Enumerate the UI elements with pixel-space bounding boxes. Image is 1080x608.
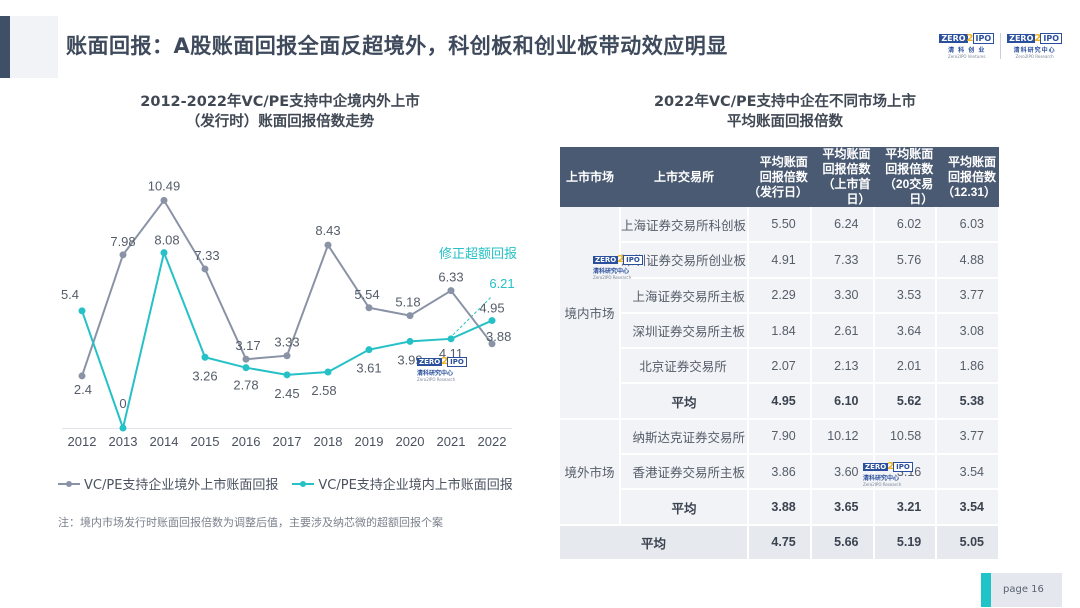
table-row: 香港证券交易所主板 3.86 3.60 3.16 3.54 [560, 454, 1000, 491]
x-tick-label: 2017 [273, 434, 302, 449]
data-label: 3.88 [486, 329, 511, 344]
logo-group: ZERO 2 IPO 清 科 创 业 Zero2IPO Ventures ZER… [939, 33, 1062, 59]
data-point-marker [160, 249, 168, 257]
chart-legend: VC/PE支持企业境外上市账面回报 VC/PE支持企业境内上市账面回报 [58, 474, 513, 493]
data-point-marker [78, 372, 86, 380]
table-row-average: 平均 3.88 3.65 3.21 3.54 [560, 489, 1000, 526]
x-tick-label: 2012 [68, 434, 97, 449]
data-label: 3.26 [192, 368, 217, 383]
header-issue-day: 平均账面 回报倍数 （发行日） [748, 147, 811, 207]
x-tick-label: 2020 [396, 434, 425, 449]
page-title: 账面回报：A股账面回报全面反超境外，科创板和创业板带动效应明显 [66, 34, 728, 58]
data-label: 3.99 [397, 352, 422, 367]
table-title: 2022年VC/PE支持中企在不同市场上市 平均账面回报倍数 [653, 94, 917, 130]
title-accent-block [10, 16, 58, 78]
data-point-marker [488, 340, 496, 348]
x-tick-label: 2018 [314, 434, 343, 449]
chart-title: 2012-2022年VC/PE支持中企境内外上市 （发行时）账面回报倍数走势 [140, 94, 420, 130]
data-label: 3.17 [235, 338, 260, 353]
x-tick-label: 2021 [437, 434, 466, 449]
legend-item-domestic: VC/PE支持企业境内上市账面回报 [292, 474, 513, 493]
page-number-badge: page 16 [981, 573, 1062, 607]
watermark-logo: ZERO 2 IPO 清科研究中心 Zero2IPO Research [593, 255, 643, 280]
header-first-day: 平均账面 回报倍数 （上市首日） [810, 147, 874, 207]
zero2ipo-research-logo: ZERO 2 IPO 清科研究中心 Zero2IPO Research [1007, 33, 1062, 59]
data-point-marker [78, 307, 86, 315]
data-label: 3.33 [274, 335, 299, 350]
watermark-logo: ZERO 2 IPO 清科研究中心 Zero2IPO Research [863, 462, 913, 487]
table-row-total: 平均 4.75 5.66 5.19 5.05 [560, 524, 1000, 561]
table-row: 北京证券交易所 2.07 2.13 2.01 1.86 [560, 348, 1000, 385]
data-label: 8.08 [154, 233, 179, 248]
table-row: 上海证券交易所主板 2.29 3.30 3.53 3.77 [560, 277, 1000, 314]
x-tick-label: 2022 [478, 434, 507, 449]
x-tick-label: 2014 [150, 434, 179, 449]
data-point-marker [201, 265, 209, 273]
x-tick-label: 2015 [191, 434, 220, 449]
data-label: 8.43 [315, 223, 340, 238]
data-label: 10.49 [148, 178, 181, 193]
table-row: 深圳证券交易所主板 1.84 2.61 3.64 3.08 [560, 312, 1000, 350]
data-point-marker [201, 353, 209, 361]
market-domestic: 境内市场 [560, 207, 621, 420]
header-exchange: 上市交易所 [620, 147, 748, 207]
data-label: 6.33 [438, 270, 463, 285]
logo-divider [1000, 33, 1002, 59]
data-label: 5.4 [61, 287, 79, 302]
data-point-marker [324, 241, 332, 249]
data-point-marker [365, 304, 373, 312]
data-label: 0 [119, 396, 126, 411]
returns-table: 上市市场 上市交易所 平均账面 回报倍数 （发行日） 平均账面 回报倍数 （上市… [560, 147, 1000, 561]
data-point-marker [283, 352, 291, 360]
data-point-marker [488, 317, 496, 325]
data-point-marker [283, 371, 291, 379]
page-badge-accent [981, 573, 991, 607]
data-point-marker [119, 251, 127, 259]
data-point-marker [324, 368, 332, 376]
header-market: 上市市场 [560, 147, 620, 207]
data-point-marker [406, 312, 414, 320]
table-row: 境外市场 纳斯达克证券交易所 7.90 10.12 10.58 3.77 [560, 418, 1000, 526]
annotation-value: 6.21 [489, 276, 514, 291]
x-tick-label: 2019 [355, 434, 384, 449]
legend-item-overseas: VC/PE支持企业境外上市账面回报 [58, 474, 278, 493]
data-point-marker [406, 337, 414, 345]
data-label: 2.45 [274, 386, 299, 401]
x-tick-label: 2013 [109, 434, 138, 449]
data-point-marker [447, 287, 455, 295]
table-row-average: 平均 4.95 6.10 5.62 5.38 [560, 383, 1000, 420]
data-label: 2.58 [311, 383, 336, 398]
table-row: 境内市场 上海证券交易所科创板 5.50 6.24 6.02 6.03 [560, 207, 1000, 420]
header-year-end: 平均账面 回报倍数 （12.31） [936, 147, 999, 207]
data-label: 3.61 [356, 361, 381, 376]
data-label: 2.4 [74, 382, 92, 397]
x-tick-label: 2016 [232, 434, 261, 449]
zero2ipo-ventures-logo: ZERO 2 IPO 清 科 创 业 Zero2IPO Ventures [939, 33, 995, 59]
data-label: 4.95 [479, 301, 504, 316]
data-point-marker [242, 364, 250, 372]
data-point-marker [365, 346, 373, 354]
chart-note: 注：境内市场发行时账面回报倍数为调整后值，主要涉及纳芯微的超额回报个案 [58, 516, 443, 529]
annotation-label: 修正超额回报 [439, 246, 517, 261]
data-label: 5.18 [395, 295, 420, 310]
page-number: page 16 [1003, 584, 1044, 595]
data-point-marker [242, 355, 250, 363]
table-row: 深圳证券交易所创业板 4.91 7.33 5.76 4.88 [560, 242, 1000, 279]
data-label: 2.78 [233, 378, 258, 393]
table-header-row: 上市市场 上市交易所 平均账面 回报倍数 （发行日） 平均账面 回报倍数 （上市… [560, 147, 999, 207]
data-point-marker [447, 335, 455, 343]
title-accent-bar [0, 16, 10, 78]
data-point-marker [119, 424, 127, 432]
watermark-logo: ZERO 2 IPO 清科研究中心 Zero2IPO Research [417, 357, 467, 382]
data-point-marker [160, 196, 168, 204]
market-overseas: 境外市场 [560, 418, 621, 526]
data-label: 7.33 [194, 248, 219, 263]
legend-line-marker-icon [58, 480, 80, 487]
legend-line-marker-icon [292, 480, 315, 487]
data-label: 7.98 [110, 234, 135, 249]
annotation-dashed-line [452, 295, 493, 336]
header-20-trading-days: 平均账面 回报倍数 （20交易日） [873, 147, 937, 207]
data-label: 5.54 [354, 287, 379, 302]
line-chart: 2012 2013 2014 2015 2016 2017 2018 2019 2020 2021… [61, 178, 517, 449]
